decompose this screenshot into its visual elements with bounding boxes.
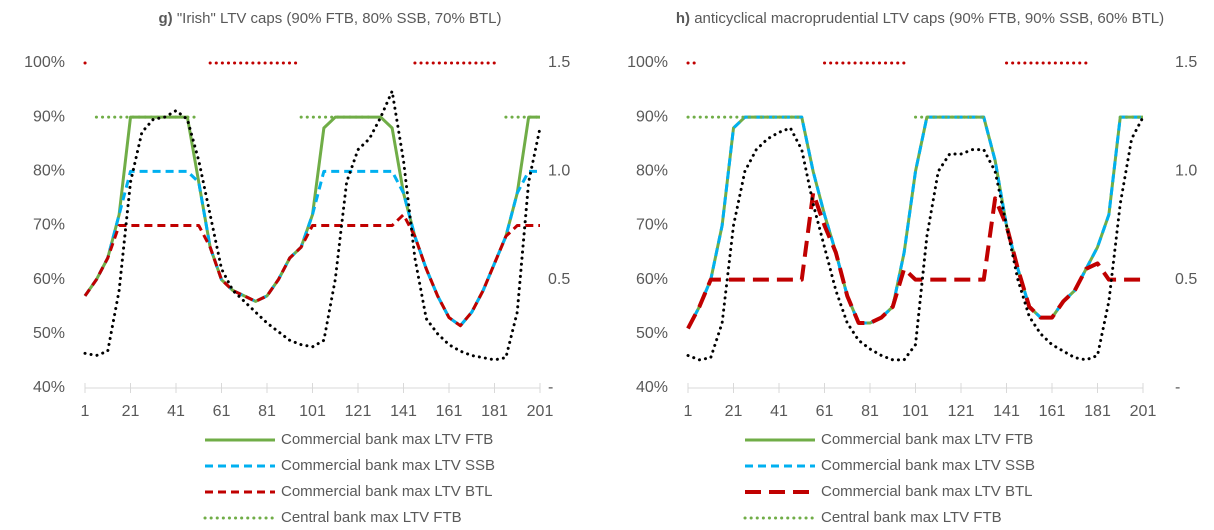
y-tick-label: 90% <box>636 108 668 125</box>
panel-label: g) <box>158 10 173 27</box>
y2-tick-label: - <box>1175 379 1180 396</box>
y-tick-label: 100% <box>24 54 65 71</box>
y-tick-label: 50% <box>33 325 65 342</box>
y-tick-label: 70% <box>33 217 65 234</box>
x-tick-label: 1 <box>81 403 90 420</box>
x-tick-label: 201 <box>1130 403 1157 420</box>
legend-label: Commercial bank max LTV SSB <box>281 457 495 474</box>
series-line <box>83 89 542 362</box>
x-tick-label: 181 <box>481 403 508 420</box>
x-tick-label: 81 <box>861 403 879 420</box>
title-text: anticyclical macroprudential LTV caps (9… <box>694 10 1165 27</box>
y2-tick-label: 1.5 <box>1175 54 1197 71</box>
y-tick-label: 80% <box>33 163 65 180</box>
legend-label: Commercial bank max LTV FTB <box>821 431 1033 448</box>
legend-label: Central bank max LTV FTB <box>821 509 1002 526</box>
series-line <box>83 169 540 328</box>
series-line <box>83 115 540 328</box>
panel-label: h) <box>675 10 691 27</box>
legend-label: Commercial bank max LTV SSB <box>821 457 1035 474</box>
panel-title: h) anticyclical macroprudential LTV caps… <box>670 5 1170 32</box>
title-text: "Irish" LTV caps (90% FTB, 80% SSB, 70% … <box>176 10 502 27</box>
panel-title: g) "Irish" LTV caps (90% FTB, 80% SSB, 7… <box>60 5 600 32</box>
x-tick-label: 101 <box>299 403 326 420</box>
y2-tick-label: 0.5 <box>1175 271 1197 288</box>
y-tick-label: 40% <box>33 379 65 396</box>
x-tick-label: 1 <box>684 403 693 420</box>
y-tick-label: 90% <box>33 108 65 125</box>
x-tick-label: 21 <box>122 403 140 420</box>
x-tick-label: 41 <box>770 403 788 420</box>
y-tick-label: 80% <box>636 163 668 180</box>
y2-tick-label: 1.0 <box>548 163 570 180</box>
y-tick-label: 60% <box>33 271 65 288</box>
x-tick-label: 121 <box>948 403 975 420</box>
x-tick-label: 41 <box>167 403 185 420</box>
x-tick-label: 141 <box>993 403 1020 420</box>
y-tick-label: 60% <box>636 271 668 288</box>
y-tick-label: 70% <box>636 217 668 234</box>
x-tick-label: 101 <box>902 403 929 420</box>
y2-tick-label: 1.5 <box>548 54 570 71</box>
x-tick-label: 161 <box>1039 403 1066 420</box>
legend-label: Commercial bank max LTV BTL <box>821 483 1032 500</box>
x-tick-label: 161 <box>436 403 463 420</box>
x-tick-label: 81 <box>258 403 276 420</box>
y2-tick-label: - <box>548 379 553 396</box>
x-tick-label: 21 <box>725 403 743 420</box>
x-tick-label: 61 <box>213 403 231 420</box>
legend-label: Central bank max LTV FTB <box>281 509 462 526</box>
x-tick-label: 181 <box>1084 403 1111 420</box>
x-tick-label: 201 <box>527 403 554 420</box>
y2-tick-label: 1.0 <box>1175 163 1197 180</box>
series-line <box>83 213 540 328</box>
series-line <box>686 115 1145 362</box>
series-line <box>686 191 1143 330</box>
legend-label: Commercial bank max LTV FTB <box>281 431 493 448</box>
x-tick-label: 121 <box>345 403 372 420</box>
y-tick-label: 50% <box>636 325 668 342</box>
y-tick-label: 100% <box>627 54 668 71</box>
y2-tick-label: 0.5 <box>548 271 570 288</box>
legend-label: Commercial bank max LTV BTL <box>281 483 492 500</box>
x-tick-label: 141 <box>390 403 417 420</box>
x-tick-label: 61 <box>816 403 834 420</box>
y-tick-label: 40% <box>636 379 668 396</box>
